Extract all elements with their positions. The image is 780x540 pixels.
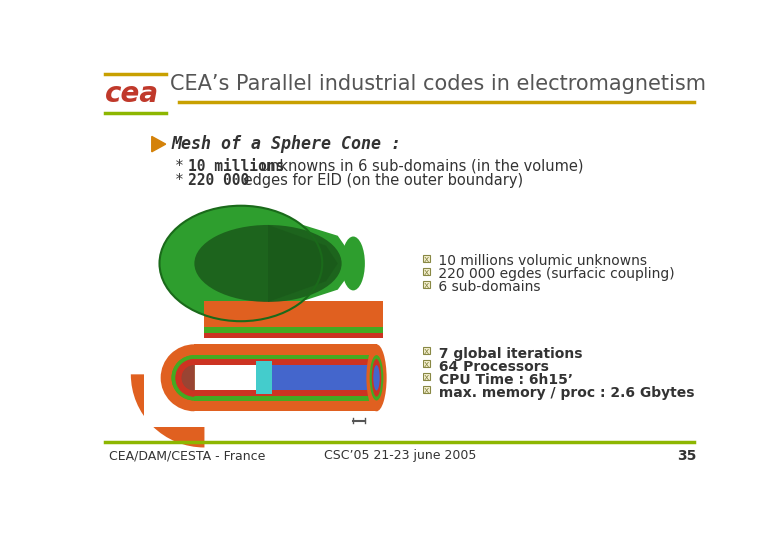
Text: x: x xyxy=(424,360,429,369)
Text: CPU Time : 6h15’: CPU Time : 6h15’ xyxy=(434,373,573,387)
Wedge shape xyxy=(176,359,194,397)
Bar xyxy=(204,301,383,327)
Bar xyxy=(257,365,377,390)
Wedge shape xyxy=(172,374,204,407)
Text: *: * xyxy=(175,159,184,174)
FancyBboxPatch shape xyxy=(423,360,430,367)
Ellipse shape xyxy=(194,225,342,302)
Bar xyxy=(194,401,377,411)
Bar xyxy=(204,342,383,367)
FancyBboxPatch shape xyxy=(423,373,430,380)
Text: max. memory / proc : 2.6 Gbytes: max. memory / proc : 2.6 Gbytes xyxy=(434,386,694,400)
Bar xyxy=(144,338,423,427)
FancyBboxPatch shape xyxy=(423,255,430,261)
Bar xyxy=(194,345,377,355)
Bar xyxy=(194,390,377,396)
Text: 10 millions: 10 millions xyxy=(188,159,285,174)
Text: Mesh of a Sphere Cone :: Mesh of a Sphere Cone : xyxy=(172,135,402,153)
Ellipse shape xyxy=(372,359,381,397)
Wedge shape xyxy=(172,355,194,401)
Ellipse shape xyxy=(374,365,380,390)
Bar xyxy=(194,359,377,365)
Ellipse shape xyxy=(159,206,322,321)
Bar xyxy=(204,327,383,333)
Text: 7 global iterations: 7 global iterations xyxy=(434,347,583,361)
Text: x: x xyxy=(424,281,429,290)
Text: 220 000 egdes (surfacic coupling): 220 000 egdes (surfacic coupling) xyxy=(434,267,675,281)
Wedge shape xyxy=(131,374,204,448)
Bar xyxy=(204,349,383,374)
Text: cea: cea xyxy=(105,80,159,108)
Text: *: * xyxy=(175,173,184,187)
Polygon shape xyxy=(241,206,357,321)
Bar xyxy=(257,361,272,394)
Bar xyxy=(194,355,377,359)
FancyBboxPatch shape xyxy=(423,268,430,275)
Text: edges for EID (on the outer boundary): edges for EID (on the outer boundary) xyxy=(239,173,523,187)
FancyBboxPatch shape xyxy=(423,281,430,288)
Wedge shape xyxy=(161,345,194,411)
Ellipse shape xyxy=(367,345,387,411)
Text: x: x xyxy=(424,268,429,277)
Text: 220 000: 220 000 xyxy=(188,173,250,187)
Text: 10 millions volumic unknowns: 10 millions volumic unknowns xyxy=(434,254,647,268)
Polygon shape xyxy=(152,137,165,152)
Text: CEA/DAM/CESTA - France: CEA/DAM/CESTA - France xyxy=(109,449,265,462)
Polygon shape xyxy=(268,225,338,302)
Text: 35: 35 xyxy=(677,449,697,463)
Ellipse shape xyxy=(342,237,365,291)
Ellipse shape xyxy=(370,355,383,401)
Wedge shape xyxy=(157,374,204,422)
Text: x: x xyxy=(424,373,429,382)
Text: CSC’05 21-23 june 2005: CSC’05 21-23 june 2005 xyxy=(324,449,476,462)
Text: x: x xyxy=(424,255,429,264)
Text: 6 sub-domains: 6 sub-domains xyxy=(434,280,541,294)
Wedge shape xyxy=(172,355,194,401)
Wedge shape xyxy=(162,374,204,416)
Text: unknowns in 6 sub-domains (in the volume): unknowns in 6 sub-domains (in the volume… xyxy=(257,159,584,174)
FancyBboxPatch shape xyxy=(423,347,430,354)
Text: CEA’s Parallel industrial codes in electromagnetism: CEA’s Parallel industrial codes in elect… xyxy=(171,74,707,94)
Wedge shape xyxy=(176,359,194,397)
Text: x: x xyxy=(424,386,429,395)
Bar xyxy=(204,333,383,342)
FancyBboxPatch shape xyxy=(423,386,430,393)
Wedge shape xyxy=(182,365,194,390)
Text: 64 Processors: 64 Processors xyxy=(434,360,548,374)
Bar xyxy=(194,396,377,401)
Text: x: x xyxy=(424,347,429,356)
Wedge shape xyxy=(182,365,194,390)
